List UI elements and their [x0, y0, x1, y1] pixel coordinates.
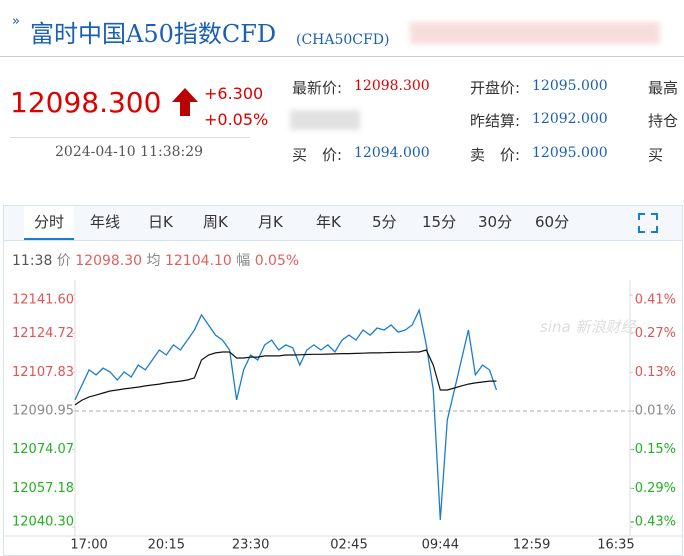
up-arrow	[172, 88, 198, 116]
y-tick-label: 12141.60	[12, 293, 74, 308]
watermark: sina 新浪财经	[540, 318, 636, 336]
tab[interactable]: 15分	[422, 213, 457, 231]
watermark-text: 新浪财经	[575, 318, 636, 336]
tab[interactable]: 年线	[90, 213, 121, 231]
y2-tick-label: -0.15%	[630, 442, 676, 457]
field-value: 12098.300	[354, 78, 430, 94]
info-price: 12098.30	[75, 253, 143, 269]
info-label: 均	[146, 253, 161, 269]
tab-bar	[4, 206, 682, 241]
datetime: 2024-04-10 11:38:29	[55, 144, 204, 160]
x-tick-label: 09:44	[422, 538, 459, 553]
field-label: 开盘价:	[470, 79, 521, 97]
tab[interactable]: 5分	[372, 213, 397, 231]
divider	[0, 56, 684, 57]
tab[interactable]: 年K	[316, 213, 341, 231]
x-tick-label: 20:15	[148, 538, 185, 553]
y2-tick-label: 0.13%	[635, 365, 676, 380]
y2-tick-label: -0.43%	[630, 515, 676, 530]
divider	[10, 137, 250, 138]
field-value: 12095.000	[532, 145, 608, 161]
x-tick-label: 17:00	[70, 538, 107, 553]
y-tick-label: 12090.95	[12, 404, 74, 419]
y2-tick-label: 0.41%	[635, 293, 676, 308]
series-line	[74, 308, 498, 520]
y-tick-label: 12107.83	[12, 365, 74, 380]
field-value: 12095.000	[532, 78, 608, 94]
y-tick-label: 12040.30	[12, 515, 74, 530]
x-tick-label: 16:35	[597, 538, 634, 553]
series-line	[74, 349, 497, 406]
field-label: 买	[648, 146, 664, 164]
tab[interactable]: 月K	[258, 213, 283, 231]
title: 富时中国A50指数CFD	[30, 20, 277, 48]
y-tick-label: 12074.07	[12, 442, 74, 457]
field-label: 持仓	[648, 112, 679, 130]
y-tick-label: 12124.72	[12, 326, 74, 341]
info-time: 11:38	[12, 253, 53, 269]
field-label: 最新价:	[292, 79, 343, 97]
blurred	[290, 110, 360, 130]
fullscreen-icon[interactable]	[638, 213, 658, 233]
info-label: 幅	[236, 253, 251, 269]
field-label: 最高	[648, 79, 679, 97]
price: 12098.300	[10, 86, 162, 119]
info-avg: 12104.10	[164, 253, 232, 269]
x-tick-label: 23:30	[232, 538, 269, 553]
tab[interactable]: 分时	[24, 206, 75, 240]
change-pct: +0.05%	[204, 110, 269, 129]
field-value: 12092.000	[532, 111, 608, 127]
info-row: 11:38 价 12098.30 均 12104.10 幅 0.05%	[12, 250, 299, 270]
field-value: 12094.000	[354, 145, 430, 161]
y2-tick-label: -0.29%	[630, 481, 676, 496]
y2-tick-label: 0.27%	[635, 326, 676, 341]
field-label: 卖 价:	[470, 146, 521, 164]
y-tick-label: 12057.18	[12, 481, 74, 496]
tab[interactable]: 周K	[203, 213, 228, 231]
code: (CHA50CFD)	[296, 32, 390, 48]
tab[interactable]: 30分	[478, 213, 513, 231]
field-label: 昨结算:	[470, 112, 521, 130]
x-tick-label: 12:59	[513, 538, 550, 553]
blurred	[410, 22, 660, 44]
tab[interactable]: 60分	[535, 213, 570, 231]
bullet: »	[12, 14, 20, 29]
change: +6.300	[204, 84, 264, 103]
y2-tick-label: -0.01%	[630, 404, 676, 419]
x-tick-label: 02:45	[330, 538, 367, 553]
info-label: 价	[56, 253, 71, 269]
field-label: 买 价:	[292, 146, 343, 164]
tab[interactable]: 日K	[148, 213, 173, 231]
info-pct: 0.05%	[254, 253, 300, 269]
